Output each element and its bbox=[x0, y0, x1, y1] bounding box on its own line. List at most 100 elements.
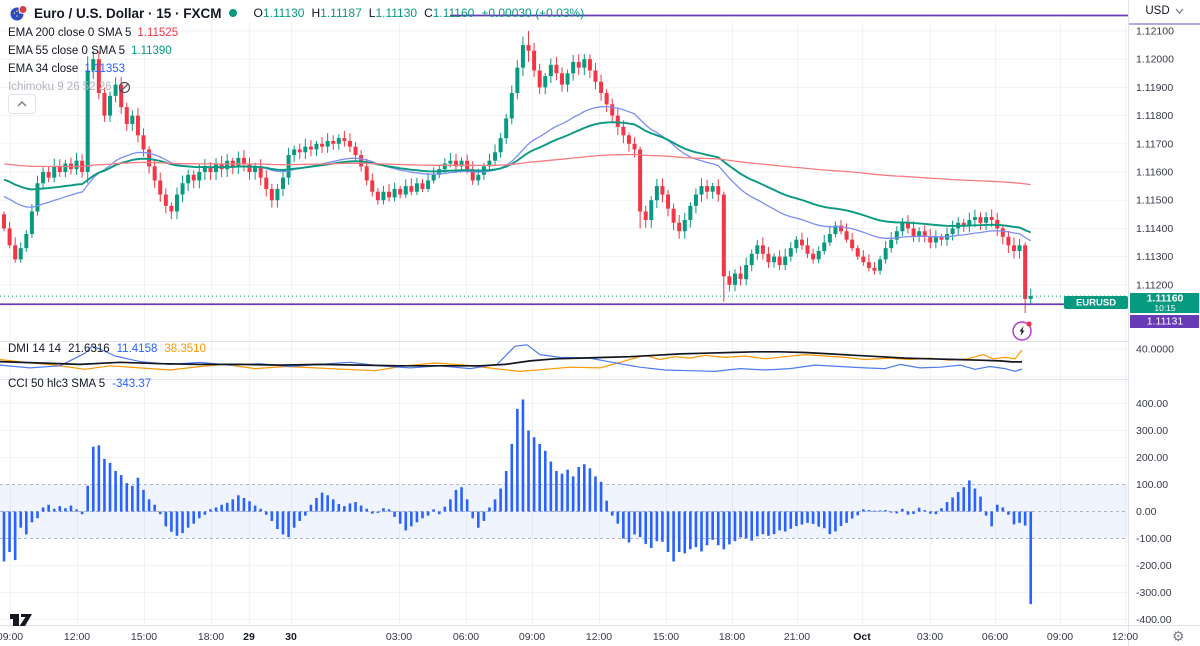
candle-body bbox=[939, 236, 944, 240]
cci-bar bbox=[839, 511, 843, 527]
candle-body bbox=[794, 239, 799, 249]
cci-bar bbox=[471, 511, 475, 519]
candle-body bbox=[52, 166, 57, 178]
candle-body bbox=[264, 177, 269, 189]
time-axis-label: 15:00 bbox=[653, 631, 679, 643]
candle-body bbox=[35, 183, 40, 212]
cci-bar bbox=[862, 509, 865, 512]
candle-body bbox=[682, 219, 687, 232]
cci-axis-label: 0.00 bbox=[1136, 506, 1157, 518]
cci-bar bbox=[761, 511, 765, 535]
cci-legend[interactable]: CCI 50 hlc3 SMA 5 -343.37 bbox=[8, 378, 151, 390]
cci-bar bbox=[543, 450, 547, 512]
candle-body bbox=[894, 231, 899, 240]
candle-body bbox=[984, 217, 989, 223]
timezone-settings-gear-icon[interactable]: ⚙ bbox=[1172, 628, 1185, 644]
candle-body bbox=[113, 84, 118, 96]
candle-body bbox=[610, 104, 615, 116]
candle-body bbox=[236, 157, 241, 167]
cci-bar bbox=[131, 485, 134, 512]
cci-bar bbox=[789, 511, 793, 529]
candle-body bbox=[822, 242, 827, 251]
ohlc-h: H1.11187 bbox=[311, 6, 362, 20]
cci-bar bbox=[532, 437, 536, 512]
cci-bar bbox=[298, 511, 302, 521]
candle-body bbox=[493, 152, 498, 161]
legend-row-1[interactable]: EMA 200 close 0 SMA 5 1.11525 bbox=[8, 24, 178, 42]
alert-price-badge bbox=[1130, 315, 1199, 328]
cci-bar bbox=[287, 511, 290, 538]
cci-bar bbox=[800, 511, 804, 525]
cci-axis-label: -300.00 bbox=[1136, 587, 1172, 599]
candle-body bbox=[783, 256, 788, 266]
cci-bar bbox=[125, 483, 129, 512]
cci-axis-label: -400.00 bbox=[1136, 614, 1172, 626]
cci-bar bbox=[493, 499, 497, 512]
candle-body bbox=[811, 253, 816, 260]
candle-body bbox=[135, 115, 140, 136]
time-axis-label: 09:00 bbox=[1047, 631, 1073, 643]
candle-body bbox=[63, 163, 68, 172]
time-axis-label: 06:00 bbox=[982, 631, 1008, 643]
tradingview-logo[interactable] bbox=[8, 610, 38, 630]
candle-body bbox=[130, 115, 135, 125]
dmi-legend[interactable]: DMI 14 14 21.6316 11.4158 38.3510 bbox=[8, 343, 206, 355]
cci-bar bbox=[599, 481, 603, 512]
candle-body bbox=[353, 146, 358, 156]
last-price-badge bbox=[1130, 293, 1199, 313]
hidden-eye-icon[interactable] bbox=[118, 81, 131, 94]
currency-unit-button[interactable]: USD bbox=[1130, 0, 1199, 22]
candle-body bbox=[1023, 245, 1028, 299]
legend-label: EMA 200 close 0 SMA 5 bbox=[8, 27, 132, 39]
candle-body bbox=[537, 70, 542, 88]
candle-body bbox=[560, 73, 564, 85]
cci-bar bbox=[672, 511, 675, 562]
candle-body bbox=[654, 186, 659, 201]
cci-bar bbox=[666, 511, 670, 552]
ohlc-readout: O1.11130 H1.11187 L1.11130 C1.11160 +0.00030… bbox=[254, 6, 585, 20]
cci-bar bbox=[281, 511, 285, 535]
candle-body bbox=[7, 228, 12, 246]
cci-bar bbox=[147, 499, 151, 512]
candle-body bbox=[861, 256, 866, 263]
candle-body bbox=[520, 45, 525, 68]
legend-row-3[interactable]: EMA 34 close 1.11353 bbox=[8, 60, 178, 78]
candle-body bbox=[788, 248, 793, 257]
legend-row-4[interactable]: Ichimoku 9 26 52 26 bbox=[8, 78, 178, 96]
candle-body bbox=[409, 186, 414, 192]
legend-collapse-button[interactable] bbox=[8, 94, 36, 114]
time-axis-bg[interactable] bbox=[0, 626, 1200, 646]
cci-bar bbox=[19, 511, 23, 528]
candle-body bbox=[576, 62, 581, 68]
symbol-title[interactable]: Euro / U.S. Dollar · 15 · FXCM bbox=[34, 5, 222, 21]
candle-body bbox=[593, 70, 598, 82]
currency-unit-label: USD bbox=[1145, 5, 1170, 17]
price-axis-label: 1.11500 bbox=[1136, 195, 1173, 207]
candle-body bbox=[565, 73, 570, 85]
cci-bar bbox=[778, 511, 781, 531]
alert-price-badge-value: 1.11131 bbox=[1147, 316, 1184, 328]
candle-body bbox=[325, 140, 330, 147]
candle-body bbox=[169, 205, 174, 212]
candle-body bbox=[772, 256, 777, 263]
instant-order-icon[interactable] bbox=[1012, 321, 1032, 341]
bar-countdown: 10:15 bbox=[1154, 303, 1176, 313]
candle-body bbox=[677, 222, 682, 232]
time-axis-label: 06:00 bbox=[453, 631, 479, 643]
time-axis-label: 12:00 bbox=[1112, 631, 1138, 643]
candle-body bbox=[247, 163, 252, 172]
cci-bar bbox=[270, 511, 274, 521]
cci-bar bbox=[214, 507, 218, 512]
cci-bar bbox=[828, 511, 832, 535]
cci-bar bbox=[917, 507, 921, 512]
dmi-value: 21.6316 bbox=[68, 343, 110, 355]
cci-bar bbox=[644, 511, 647, 544]
cci-bar bbox=[220, 504, 223, 512]
cci-bar bbox=[198, 511, 201, 519]
cci-bar bbox=[343, 506, 346, 512]
cci-bar bbox=[36, 511, 39, 519]
candle-body bbox=[381, 191, 386, 201]
legend-row-2[interactable]: EMA 55 close 0 SMA 5 1.11390 bbox=[8, 42, 178, 60]
time-axis-label: 12:00 bbox=[586, 631, 612, 643]
